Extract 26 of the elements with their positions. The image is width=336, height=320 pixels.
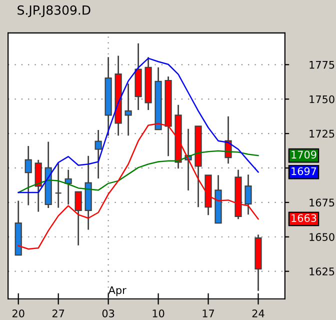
x-tick-label: 10 [152,309,164,318]
candlestick [244,174,252,216]
x-tick-label: 03 [102,309,114,318]
text: 1709 [292,150,316,159]
annotation: Apr [108,286,126,296]
candlestick [34,159,42,212]
candlestick [24,145,32,206]
y-tick-label: 1725 [310,130,334,138]
y-tick-label: 1750 [310,95,334,104]
candlestick [74,191,82,246]
x-tick-label: 24 [252,309,264,318]
candlestick [64,169,72,206]
y-tick-label: 1625 [310,268,334,276]
y-tick-label: 1650 [310,233,334,241]
candlestick [54,162,62,208]
y-tick-label: 1675 [310,198,334,207]
x-tick-label: 17 [202,310,214,318]
candlestick [94,129,102,180]
text: 1663 [292,214,316,222]
text: 1697 [292,167,316,176]
y-tick-label: 1775 [310,61,334,69]
chart-title: S.JP.J8309.D [18,5,90,18]
candlestick [124,82,132,136]
line-series [18,58,259,194]
x-tick-label: 27 [52,309,64,318]
x-tick-label: 20 [12,309,24,318]
